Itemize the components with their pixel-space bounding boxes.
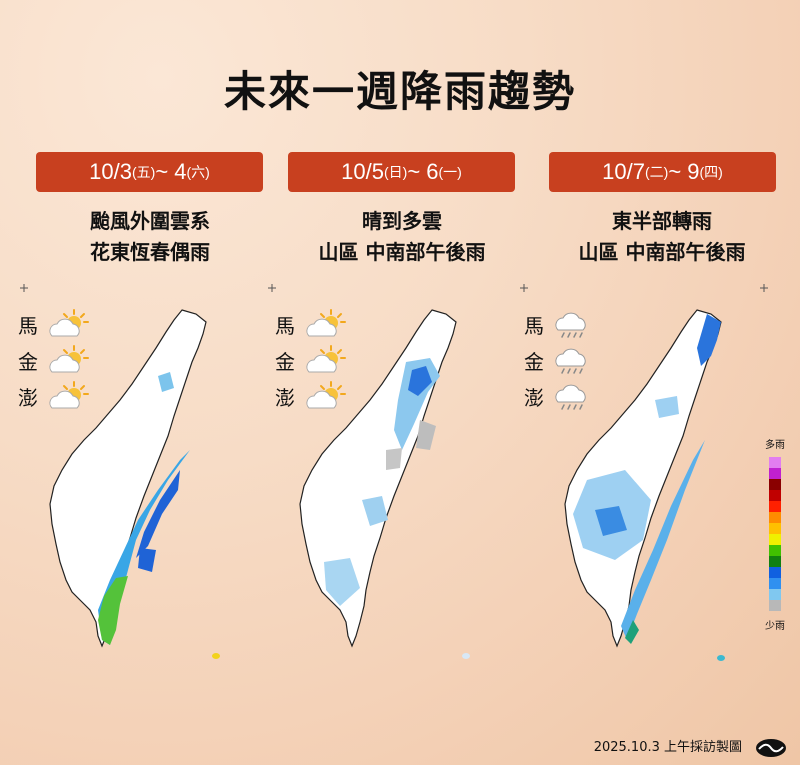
rainfall-map-3: [564, 309, 725, 661]
offshore-islands-3: 馬 金 澎: [524, 306, 596, 414]
island-label-penghu: 澎: [275, 385, 295, 410]
island-label-kinmen: 金: [524, 349, 544, 374]
offshore-islands-2: 馬 金 澎: [275, 306, 347, 414]
island-label-matsu: 馬: [275, 313, 295, 338]
legend-top-label: 多雨: [765, 440, 785, 451]
island-label-kinmen: 金: [18, 349, 38, 374]
date-badge-3: 10/7 (二) ~ 9 (四): [549, 152, 776, 192]
legend-swatch: [769, 468, 781, 479]
crosshair-mark: [20, 284, 28, 292]
legend-swatch: [769, 567, 781, 578]
island-label-kinmen: 金: [275, 349, 295, 374]
forecast-line: 山區 中南部午後雨: [318, 240, 486, 264]
crosshair-mark: [268, 284, 276, 292]
legend-swatch: [769, 556, 781, 567]
forecast-line: 山區 中南部午後雨: [578, 240, 746, 264]
legend-bottom-label: 少雨: [765, 621, 785, 632]
forecast-line: 花東恆春偶雨: [90, 240, 210, 264]
legend-swatch: [769, 589, 781, 600]
crosshair-mark: [760, 284, 768, 292]
legend-swatch: [769, 545, 781, 556]
island-label-matsu: 馬: [524, 313, 544, 338]
island-label-penghu: 澎: [524, 385, 544, 410]
forecast-description-1: 颱風外圍雲系 花東恆春偶雨: [20, 206, 280, 268]
legend-swatch: [769, 512, 781, 523]
legend-swatch: [769, 578, 781, 589]
offshore-islands-1: 馬 金 澎: [18, 306, 90, 414]
legend-swatch: [769, 457, 781, 468]
legend-swatch: [769, 490, 781, 501]
rainfall-map-1: [49, 309, 220, 659]
page-title: 未來一週降雨趨勢: [223, 67, 576, 116]
legend-swatch: [769, 600, 781, 611]
forecast-description-3: 東半部轉雨 山區 中南部午後雨: [532, 206, 792, 268]
legend-swatch: [769, 501, 781, 512]
date-badge-1: 10/3 (五) ~ 4 (六): [36, 152, 263, 192]
rainfall-map-2: [299, 309, 470, 659]
forecast-description-2: 晴到多雲 山區 中南部午後雨: [272, 206, 532, 268]
credit-text: 2025.10.3 上午採訪製圖: [593, 740, 742, 755]
legend-swatch: [769, 534, 781, 545]
legend-swatch: [769, 479, 781, 490]
island-label-matsu: 馬: [18, 313, 38, 338]
island-label-penghu: 澎: [18, 385, 38, 410]
crosshair-mark: [520, 284, 528, 292]
rainfall-legend: 多雨 少雨: [760, 436, 790, 632]
forecast-line: 颱風外圍雲系: [90, 209, 210, 233]
legend-swatch: [769, 523, 781, 534]
date-badge-2: 10/5 (日) ~ 6 (一): [288, 152, 515, 192]
legend-color-bar: [769, 457, 781, 611]
forecast-line: 晴到多雲: [362, 209, 442, 233]
forecast-line: 東半部轉雨: [612, 209, 712, 233]
logo-icon: [756, 739, 786, 757]
